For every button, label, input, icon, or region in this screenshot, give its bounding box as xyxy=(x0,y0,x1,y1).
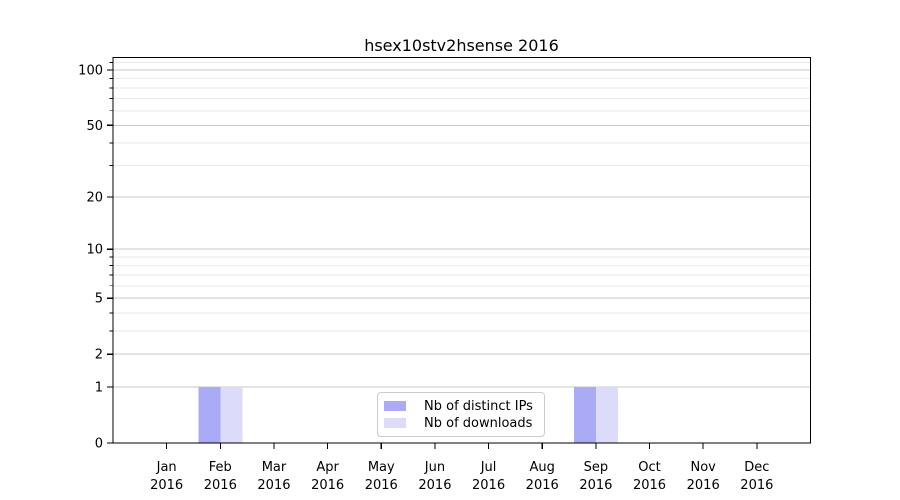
svg-text:2016: 2016 xyxy=(472,478,505,493)
svg-text:Aug: Aug xyxy=(530,460,555,475)
svg-text:Sep: Sep xyxy=(584,460,609,475)
svg-text:50: 50 xyxy=(86,119,103,134)
svg-text:May: May xyxy=(368,460,395,475)
legend-label-distinct-ips: Nb of distinct IPs xyxy=(424,398,533,414)
svg-text:100: 100 xyxy=(78,64,103,79)
svg-text:Apr: Apr xyxy=(316,460,339,475)
svg-text:2: 2 xyxy=(95,348,103,363)
svg-text:Jun: Jun xyxy=(424,460,445,475)
svg-text:2016: 2016 xyxy=(150,478,183,493)
svg-text:Mar: Mar xyxy=(262,460,287,475)
svg-text:2016: 2016 xyxy=(204,478,237,493)
svg-text:20: 20 xyxy=(86,190,103,205)
svg-text:2016: 2016 xyxy=(418,478,451,493)
svg-text:2016: 2016 xyxy=(687,478,720,493)
legend-swatch-distinct-ips-icon xyxy=(384,401,406,411)
svg-text:2016: 2016 xyxy=(365,478,398,493)
legend: Nb of distinct IPs Nb of downloads xyxy=(377,392,545,437)
svg-text:1: 1 xyxy=(95,380,103,395)
svg-text:Dec: Dec xyxy=(744,460,769,475)
svg-text:10: 10 xyxy=(86,243,103,258)
legend-label-downloads: Nb of downloads xyxy=(424,415,533,431)
svg-text:0: 0 xyxy=(95,437,103,452)
svg-text:2016: 2016 xyxy=(257,478,290,493)
legend-item-downloads: Nb of downloads xyxy=(384,415,533,431)
legend-swatch-downloads-icon xyxy=(384,418,406,428)
svg-text:2016: 2016 xyxy=(311,478,344,493)
svg-text:2016: 2016 xyxy=(526,478,559,493)
legend-item-distinct-ips: Nb of distinct IPs xyxy=(384,398,533,414)
svg-text:Oct: Oct xyxy=(638,460,660,475)
svg-text:Jul: Jul xyxy=(480,460,497,475)
svg-text:Jan: Jan xyxy=(156,460,177,475)
svg-text:2016: 2016 xyxy=(740,478,773,493)
svg-text:Feb: Feb xyxy=(209,460,232,475)
chart-title: hsex10stv2hsense 2016 xyxy=(364,36,559,55)
svg-text:2016: 2016 xyxy=(579,478,612,493)
svg-text:Nov: Nov xyxy=(691,460,717,475)
svg-text:2016: 2016 xyxy=(633,478,666,493)
svg-text:5: 5 xyxy=(95,292,103,307)
